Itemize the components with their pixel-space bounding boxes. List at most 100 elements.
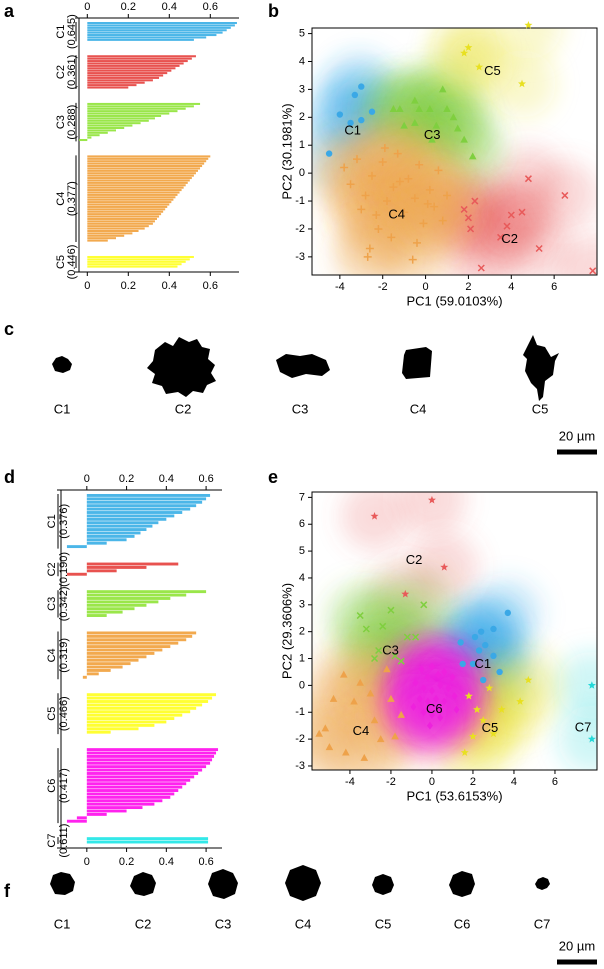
silhouette-bar — [87, 208, 166, 211]
y-tick-label: 2 — [299, 111, 305, 123]
point — [479, 716, 488, 724]
silhouette-bar — [86, 514, 175, 518]
point — [453, 124, 462, 132]
y-axis-label: PC2 (29.3606%) — [279, 583, 294, 679]
silhouette-bar — [87, 213, 162, 216]
y-tick-label: -1 — [295, 195, 305, 207]
point — [411, 118, 419, 126]
silhouette-bar — [86, 531, 141, 535]
y-tick-label: -2 — [295, 223, 305, 235]
silhouette-bar — [87, 64, 180, 67]
silhouette-bar — [87, 72, 168, 75]
point — [358, 83, 365, 90]
silhouette-bar — [87, 112, 170, 115]
point — [460, 205, 468, 213]
point — [424, 673, 431, 682]
cell-shape — [147, 337, 216, 397]
point — [342, 748, 350, 756]
silhouette-bar — [87, 136, 92, 139]
point — [485, 683, 494, 692]
cluster-label: C5 — [482, 720, 499, 735]
silhouette-bar — [86, 658, 139, 662]
silhouette-bar — [86, 795, 171, 799]
point — [464, 214, 472, 222]
y-tick-label: 4 — [299, 572, 305, 584]
silhouette-bar — [86, 840, 209, 844]
point — [497, 705, 506, 713]
scale-bar-label: 20 µm — [559, 938, 595, 953]
point — [387, 233, 396, 242]
point — [427, 495, 436, 504]
x-tick-label: 0 — [84, 856, 90, 868]
cluster-label: C1 — [475, 656, 492, 671]
cluster-name: C1 — [55, 25, 67, 39]
point — [433, 694, 440, 703]
silhouette-bar — [86, 723, 155, 727]
cell-label: C1 — [54, 401, 71, 416]
silhouette-bar — [87, 201, 172, 204]
point — [321, 724, 330, 732]
cluster-region — [558, 236, 597, 275]
y-tick-label: -2 — [295, 733, 305, 745]
silhouette-bar — [87, 217, 157, 220]
point — [366, 689, 375, 697]
point — [430, 202, 439, 211]
cluster-score: (0.466) — [58, 696, 70, 731]
cluster-name: C5 — [46, 707, 58, 721]
silhouette-bar — [87, 265, 178, 268]
silhouette-bar — [86, 651, 155, 655]
x-tick-label: 0.2 — [121, 1, 136, 13]
silhouette-bar — [86, 837, 209, 841]
silhouette-bar — [86, 562, 179, 566]
point — [360, 753, 369, 761]
point — [435, 670, 442, 679]
y-tick-label: 0 — [299, 167, 305, 179]
cluster-score: (0.361) — [66, 55, 78, 90]
point — [325, 150, 333, 157]
point — [464, 691, 473, 700]
x-tick-label: 0 — [429, 776, 435, 788]
point — [428, 135, 436, 143]
silhouette-bar — [86, 511, 183, 514]
x-tick-label: 0 — [84, 473, 90, 485]
point — [391, 652, 399, 660]
cluster-label: C7 — [575, 720, 592, 735]
point — [477, 628, 485, 635]
point — [370, 716, 379, 724]
panel-label: f — [4, 881, 11, 901]
silhouette-bar — [87, 76, 160, 79]
silhouette-bar — [87, 81, 145, 84]
silhouette-bar — [76, 816, 87, 820]
point — [480, 676, 487, 684]
silhouette-bar — [86, 727, 139, 731]
silhouette-bar — [87, 220, 155, 223]
x-tick-label: 4 — [508, 281, 514, 293]
plot-frame — [311, 491, 598, 771]
point — [434, 166, 443, 175]
point — [460, 135, 468, 143]
cell-label: C4 — [295, 916, 312, 931]
x-tick-label: 0.6 — [198, 856, 213, 868]
cluster-name: C6 — [46, 779, 58, 793]
point — [460, 48, 469, 57]
silhouette-bar — [87, 165, 203, 168]
point — [410, 702, 417, 711]
cluster-region — [397, 492, 466, 535]
y-tick-label: 3 — [299, 83, 305, 95]
point — [340, 163, 349, 172]
point — [438, 216, 447, 225]
silhouette-bar — [87, 114, 162, 117]
y-tick-label: 7 — [299, 491, 305, 503]
cell-shape — [523, 335, 559, 401]
point — [329, 694, 338, 702]
x-tick-label: 0.4 — [162, 1, 177, 13]
silhouette-bar — [86, 754, 215, 758]
point — [441, 667, 448, 676]
cell-shape — [130, 872, 156, 896]
x-tick-label: -2 — [378, 281, 388, 293]
silhouette-bar — [87, 122, 141, 125]
point — [524, 21, 533, 29]
point — [418, 665, 425, 674]
cluster-region — [557, 705, 597, 770]
point — [473, 705, 482, 713]
